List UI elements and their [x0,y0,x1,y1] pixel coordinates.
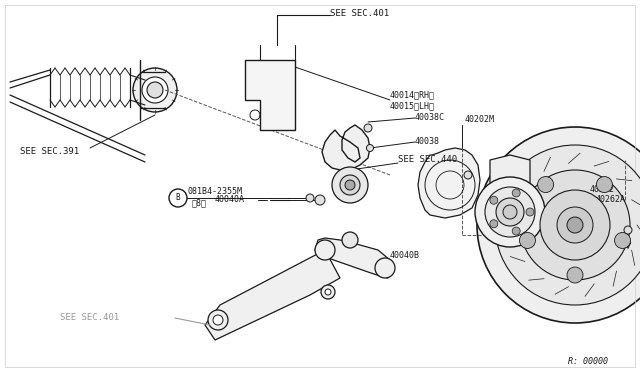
Circle shape [342,232,358,248]
Polygon shape [418,148,480,218]
Text: 40014〈RH〉: 40014〈RH〉 [390,90,435,99]
Circle shape [208,310,228,330]
Circle shape [557,207,593,243]
Circle shape [567,217,583,233]
Circle shape [375,258,395,278]
Circle shape [495,145,640,305]
Text: 40040A: 40040A [215,196,245,205]
Text: 40222: 40222 [502,205,527,215]
Circle shape [596,177,612,193]
Circle shape [512,189,520,197]
Circle shape [315,195,325,205]
Text: 40207: 40207 [548,180,573,189]
Circle shape [490,220,498,228]
Polygon shape [322,125,370,170]
Circle shape [340,175,360,195]
Polygon shape [490,155,530,230]
Text: 8: 8 [192,199,207,208]
Text: SEE SEC.401: SEE SEC.401 [330,9,389,17]
Circle shape [538,177,554,193]
Text: 40015〈LH〉: 40015〈LH〉 [390,102,435,110]
Circle shape [567,267,583,283]
Polygon shape [245,60,295,130]
Text: 40262A: 40262A [596,196,626,205]
Text: 081B4-2355M: 081B4-2355M [188,187,243,196]
Circle shape [614,232,630,248]
Text: SEE SEC.391: SEE SEC.391 [20,148,79,157]
Circle shape [526,208,534,216]
Circle shape [485,187,535,237]
Circle shape [367,144,374,151]
Circle shape [306,194,314,202]
Circle shape [490,196,498,204]
Polygon shape [205,250,340,340]
Circle shape [496,198,524,226]
Text: 40038C: 40038C [415,113,445,122]
Text: 40038: 40038 [415,138,440,147]
Text: 40040B: 40040B [390,250,420,260]
Circle shape [477,127,640,323]
Circle shape [364,124,372,132]
Circle shape [346,236,354,244]
Circle shape [464,171,472,179]
Text: 40262: 40262 [590,186,615,195]
Circle shape [520,232,536,248]
Circle shape [320,245,330,255]
Circle shape [142,77,168,103]
Text: R: 00000: R: 00000 [568,357,608,366]
Text: B: B [176,193,180,202]
Circle shape [147,82,163,98]
Circle shape [520,170,630,280]
Circle shape [540,190,610,260]
Polygon shape [315,238,392,278]
Circle shape [512,227,520,235]
Circle shape [315,240,335,260]
Circle shape [325,289,331,295]
Text: 40202M: 40202M [465,115,495,125]
Circle shape [332,167,368,203]
Text: SEE SEC.440: SEE SEC.440 [398,155,457,164]
Circle shape [345,180,355,190]
Circle shape [213,315,223,325]
Circle shape [380,263,390,273]
Circle shape [503,205,517,219]
Circle shape [321,285,335,299]
Circle shape [624,226,632,234]
Circle shape [133,68,177,112]
Text: SEE SEC.401: SEE SEC.401 [60,314,119,323]
Circle shape [475,177,545,247]
